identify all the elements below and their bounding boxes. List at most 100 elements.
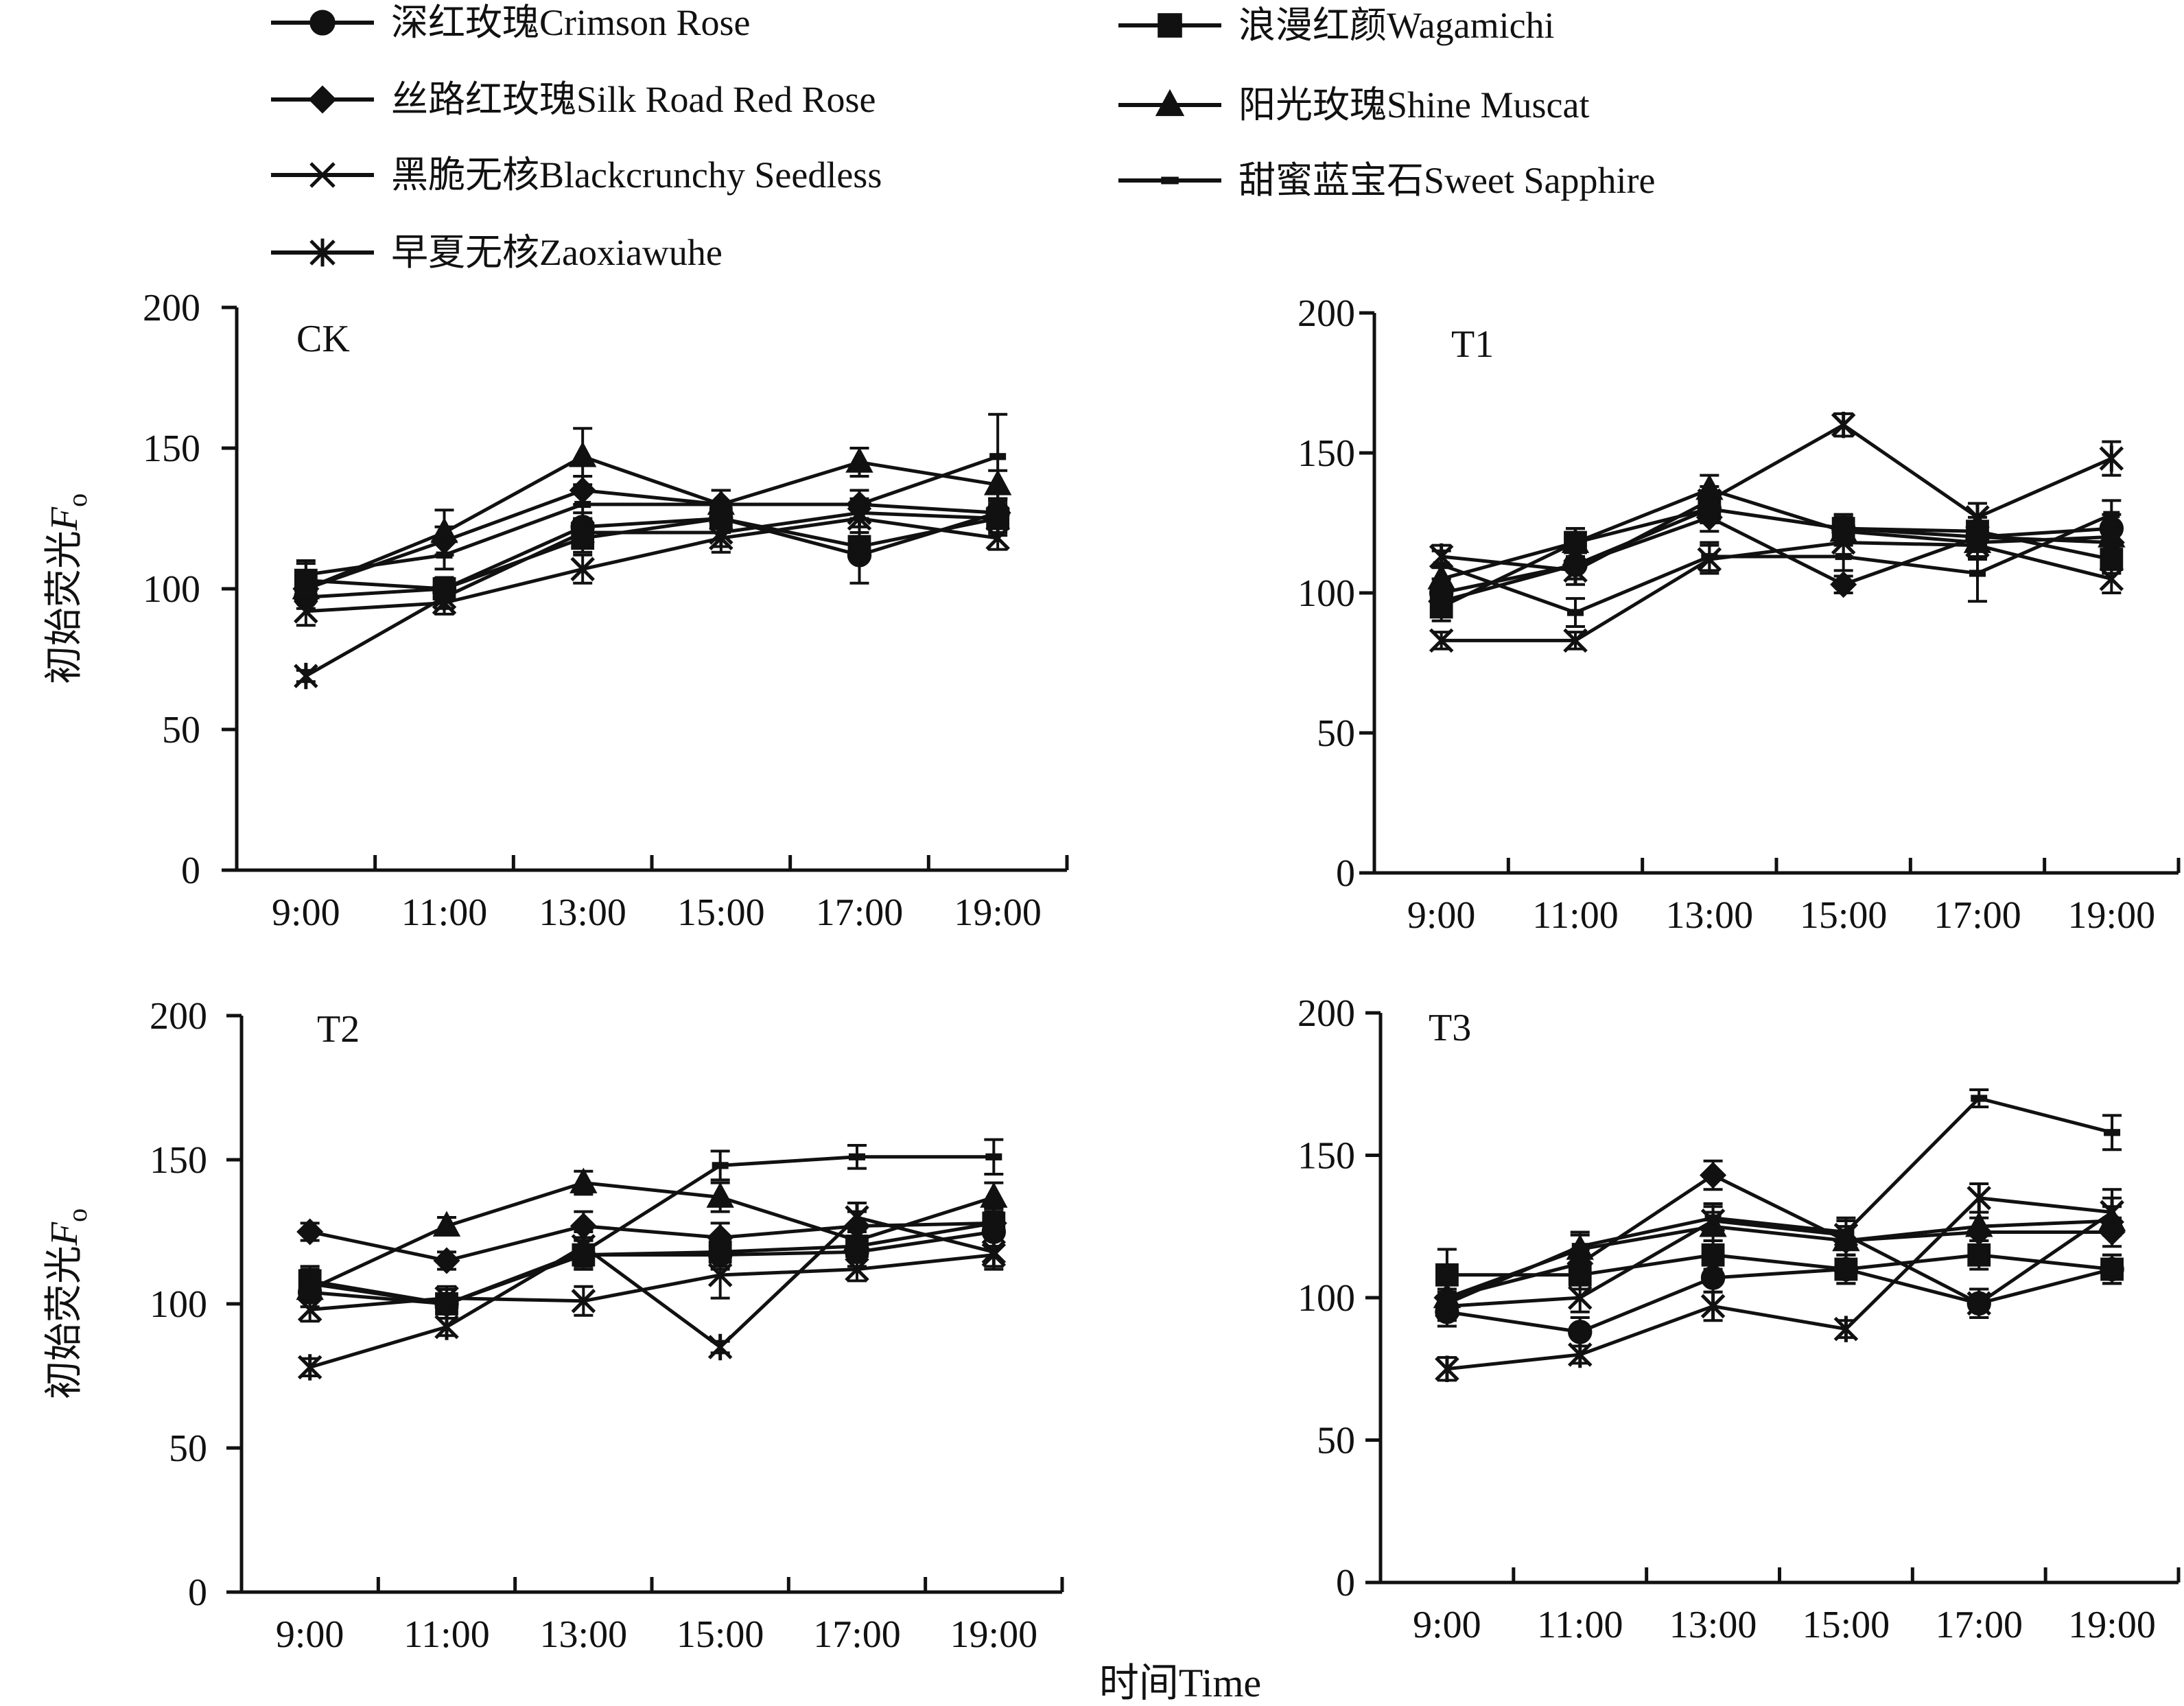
data-point bbox=[1704, 1214, 1722, 1222]
y-axis-label-text: 初始荧光 bbox=[43, 1246, 86, 1399]
legend-marker-square bbox=[1158, 13, 1182, 38]
data-point bbox=[985, 505, 1010, 532]
data-point bbox=[1567, 1285, 1593, 1310]
series-star bbox=[294, 497, 1010, 690]
x-tick-label: 11:00 bbox=[403, 1613, 489, 1656]
legend-label: 阳光玫瑰Shine Muscat bbox=[1238, 84, 1589, 126]
series-line bbox=[1440, 507, 2112, 609]
y-tick-label: 0 bbox=[188, 1571, 207, 1614]
data-point bbox=[297, 571, 314, 579]
series-line bbox=[1441, 423, 2113, 572]
data-point bbox=[1965, 504, 1990, 531]
data-point bbox=[847, 500, 872, 526]
x-tick-label: 17:00 bbox=[813, 1613, 901, 1656]
data-point bbox=[433, 1247, 460, 1274]
series-line bbox=[1440, 513, 2113, 615]
panel-title: T2 bbox=[317, 1008, 360, 1051]
data-point bbox=[980, 1182, 1008, 1208]
y-tick-label: 150 bbox=[1298, 1135, 1355, 1178]
data-point bbox=[430, 517, 458, 544]
panels: 0 50 100 150 200 9:00 11:00 13:00 15:00 17:00 19:0… bbox=[43, 287, 2181, 1656]
data-point bbox=[2099, 566, 2124, 592]
data-point bbox=[1701, 552, 1718, 561]
series-diamond bbox=[296, 1207, 1007, 1274]
data-point bbox=[1969, 570, 1986, 577]
data-point bbox=[1833, 1316, 1859, 1342]
data-point bbox=[1697, 487, 1722, 514]
x-tick-label: 11:00 bbox=[1537, 1604, 1623, 1646]
data-point bbox=[2103, 511, 2120, 518]
x-tick-label: 13:00 bbox=[539, 891, 626, 934]
y-axis-label-symbol: F bbox=[43, 506, 86, 531]
panel-title: T3 bbox=[1429, 1007, 1471, 1049]
data-point bbox=[712, 500, 729, 509]
y-tick-label: 100 bbox=[150, 1283, 207, 1326]
y-tick-label: 50 bbox=[1317, 1420, 1355, 1462]
series-line bbox=[1446, 1196, 2113, 1371]
legend: 深红玫瑰Crimson Rose 浪漫红颜Wagamichi 丝路红玫瑰Silk R… bbox=[271, 2, 1655, 273]
x-tick-label: 15:00 bbox=[677, 1613, 764, 1656]
y-tick-label: 50 bbox=[169, 1427, 207, 1470]
data-point bbox=[1567, 609, 1584, 616]
legend-marker-star bbox=[309, 238, 336, 267]
x-tick-label: 9:00 bbox=[1407, 894, 1476, 937]
x-tick-label: 17:00 bbox=[816, 891, 904, 934]
data-point bbox=[2100, 1199, 2124, 1226]
data-point bbox=[571, 1232, 596, 1260]
panel-title: T1 bbox=[1451, 323, 1494, 366]
x-axis-label: 时间Time bbox=[1099, 1661, 1261, 1705]
data-point bbox=[294, 599, 318, 624]
x-tick-label: 13:00 bbox=[1666, 894, 1754, 937]
x-tick-label: 19:00 bbox=[950, 1613, 1038, 1656]
legend-label: 深红玫瑰Crimson Rose bbox=[391, 2, 751, 43]
chart-panel-ck: 0 50 100 150 200 9:00 11:00 13:00 15:00 17:00 19:0… bbox=[43, 287, 1069, 934]
data-point bbox=[1429, 543, 1454, 570]
y-axis-label-subscript: o bbox=[62, 493, 93, 507]
data-point bbox=[1701, 1243, 1725, 1267]
data-point bbox=[434, 1313, 459, 1340]
y-tick-label: 0 bbox=[1336, 1562, 1355, 1604]
legend-label: 浪漫红颜Wagamichi bbox=[1238, 5, 1555, 46]
data-point bbox=[1561, 527, 1590, 553]
data-point bbox=[1971, 1095, 1988, 1102]
legend-label: 黑脆无核Blackcrunchy Seedless bbox=[391, 154, 882, 196]
data-point bbox=[985, 1153, 1002, 1160]
legend-marker-triangle bbox=[1155, 89, 1185, 117]
legend-item: 丝路红玫瑰Silk Road Red Rose bbox=[271, 79, 876, 120]
x-tick-label: 15:00 bbox=[1803, 1604, 1890, 1646]
data-point bbox=[570, 557, 595, 582]
data-point bbox=[849, 1153, 865, 1160]
data-point bbox=[297, 1354, 322, 1381]
data-point bbox=[571, 1289, 596, 1313]
y-tick-label: 150 bbox=[143, 428, 200, 470]
data-point bbox=[297, 1297, 322, 1322]
data-point bbox=[1438, 1300, 1455, 1307]
data-point bbox=[989, 453, 1007, 460]
data-point bbox=[1563, 628, 1588, 653]
x-tick-label: 9:00 bbox=[276, 1613, 344, 1656]
data-point bbox=[568, 441, 597, 467]
series-star bbox=[1435, 1182, 2124, 1382]
x-tick-label: 9:00 bbox=[272, 891, 340, 934]
x-tick-label: 11:00 bbox=[401, 891, 487, 934]
legend-label: 早夏无核Zaoxiawuhe bbox=[391, 232, 723, 273]
data-point bbox=[1831, 412, 1856, 439]
series-star bbox=[1429, 412, 2124, 586]
y-tick-label: 200 bbox=[1298, 992, 1355, 1035]
chart-panel-t2: 0 50 100 150 200 9:00 11:00 13:00 15:00 17:00 19:0… bbox=[43, 995, 1064, 1656]
y-axis-label-text: 初始荧光 bbox=[43, 530, 86, 684]
data-point bbox=[843, 1225, 871, 1251]
data-point bbox=[436, 551, 453, 559]
y-tick-label: 200 bbox=[1298, 292, 1355, 335]
data-point bbox=[707, 1333, 733, 1361]
x-tick-label: 19:00 bbox=[954, 891, 1042, 934]
x-tick-label: 13:00 bbox=[540, 1613, 628, 1656]
x-tick-label: 19:00 bbox=[2068, 894, 2156, 937]
data-point bbox=[1567, 1341, 1593, 1368]
series-line bbox=[305, 511, 998, 678]
series-line bbox=[309, 1221, 994, 1263]
data-point bbox=[1837, 1228, 1855, 1236]
series-line bbox=[1441, 541, 2112, 642]
legend-item: 黑脆无核Blackcrunchy Seedless bbox=[271, 154, 882, 196]
